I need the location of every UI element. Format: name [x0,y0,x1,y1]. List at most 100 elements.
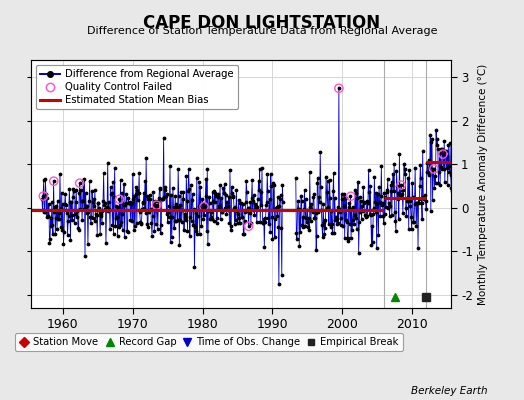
Point [335,85,343,92]
Point [81,253,89,259]
Text: Berkeley Earth: Berkeley Earth [411,386,487,396]
Point [310,191,318,197]
Point [318,222,326,228]
Point [368,223,376,230]
Point [172,201,181,207]
Point [219,185,227,191]
Point [397,182,406,188]
Point [150,228,158,234]
Point [331,217,340,223]
Point [432,142,441,148]
Point [326,195,334,201]
Point [138,198,147,205]
Point [210,217,218,224]
Point [394,190,402,196]
Point [271,216,280,222]
Point [226,223,235,230]
Point [84,241,92,248]
Point [135,170,144,176]
Point [372,190,380,196]
Point [187,182,195,188]
Point [326,224,335,230]
Point [434,146,442,152]
Point [421,198,430,204]
Point [364,200,372,206]
Point [277,225,286,232]
Point [270,234,279,240]
Point [230,193,238,200]
Point [163,191,171,197]
Point [341,195,350,201]
Point [261,214,269,221]
Point [343,219,351,225]
Point [206,216,214,222]
Point [445,162,453,169]
Point [95,205,103,211]
Point [311,210,320,216]
Point [99,197,107,204]
Point [209,198,217,205]
Text: CAPE DON LIGHTSTATION: CAPE DON LIGHTSTATION [144,14,380,32]
Point [267,171,275,178]
Point [50,209,58,215]
Point [52,203,61,209]
Point [324,178,332,184]
Point [346,193,355,200]
Point [291,175,300,181]
Point [200,204,208,210]
Point [253,204,261,211]
Point [252,203,260,209]
Point [315,194,323,200]
Point [276,195,284,202]
Point [410,219,418,225]
Point [243,189,251,196]
Point [412,223,420,229]
Point [208,216,216,222]
Point [233,220,242,226]
Point [378,200,387,206]
Point [349,204,357,210]
Point [85,198,93,205]
Point [322,174,330,180]
Point [134,190,143,196]
Point [325,177,334,183]
Point [258,220,267,226]
Point [100,202,108,208]
Point [328,221,336,227]
Point [108,221,116,228]
Point [186,214,194,220]
Point [183,228,192,234]
Point [299,224,308,230]
Point [429,197,437,203]
Point [378,202,386,208]
Point [78,198,86,204]
Point [231,203,239,210]
Point [242,178,250,184]
Point [377,163,386,170]
Point [301,196,310,202]
Point [75,190,83,196]
Point [240,230,248,237]
Point [441,179,449,185]
Point [47,223,56,230]
Point [236,220,244,226]
Point [100,170,108,177]
Point [71,210,79,217]
Point [49,230,57,237]
Point [121,201,129,208]
Point [192,228,200,234]
Point [331,194,339,201]
Point [105,199,113,206]
Point [426,132,434,138]
Point [403,198,411,204]
Point [74,225,82,231]
Point [205,194,213,200]
Point [63,232,72,238]
Point [421,192,429,198]
Point [381,194,390,200]
Point [356,194,364,200]
Point [195,231,204,237]
Point [257,201,266,208]
Point [277,192,285,198]
Point [185,186,193,192]
